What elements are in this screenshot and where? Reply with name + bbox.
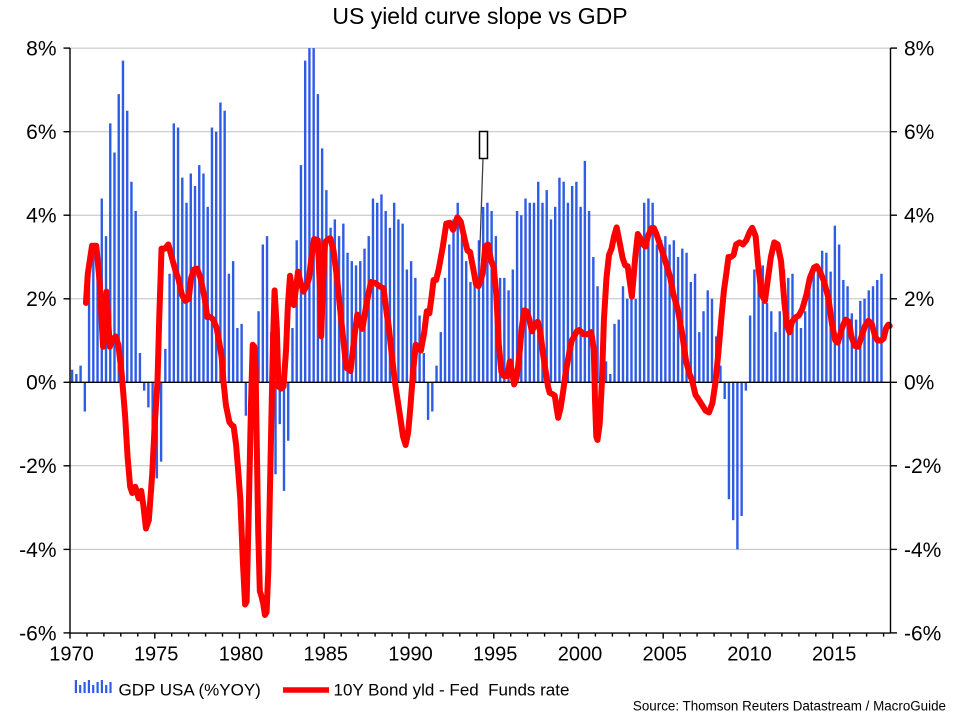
svg-text:0%: 0% xyxy=(904,372,934,395)
svg-text:1980: 1980 xyxy=(219,644,264,666)
svg-text:-6%: -6% xyxy=(19,622,56,645)
svg-text:2%: 2% xyxy=(904,288,934,311)
svg-text:1975: 1975 xyxy=(134,644,179,666)
svg-text:0%: 0% xyxy=(26,372,56,395)
svg-text:GDP USA (%YOY): GDP USA (%YOY) xyxy=(119,681,261,700)
svg-text:2000: 2000 xyxy=(558,644,603,666)
svg-text:4%: 4% xyxy=(26,205,56,228)
svg-text:-2%: -2% xyxy=(904,455,941,478)
svg-text:2005: 2005 xyxy=(643,644,688,666)
svg-text:1970: 1970 xyxy=(49,644,94,666)
svg-text:-2%: -2% xyxy=(19,455,56,478)
svg-text:-4%: -4% xyxy=(904,539,941,562)
svg-text:6%: 6% xyxy=(26,121,56,144)
svg-text:2015: 2015 xyxy=(812,644,857,666)
svg-text:4%: 4% xyxy=(904,205,934,228)
svg-text:1985: 1985 xyxy=(304,644,349,666)
svg-text:2%: 2% xyxy=(26,288,56,311)
svg-text:8%: 8% xyxy=(26,38,56,61)
svg-text:-6%: -6% xyxy=(904,622,941,645)
svg-text:2010: 2010 xyxy=(727,644,772,666)
svg-text:1990: 1990 xyxy=(388,644,433,666)
svg-text:-4%: -4% xyxy=(19,539,56,562)
svg-text:1995: 1995 xyxy=(473,644,518,666)
svg-text:Source: Thomson Reuters Datast: Source: Thomson Reuters Datastream / Mac… xyxy=(633,699,946,714)
svg-text:US yield curve slope vs GDP: US yield curve slope vs GDP xyxy=(332,3,627,29)
svg-text:10Y Bond yld - Fed Funds rate: 10Y Bond yld - Fed Funds rate xyxy=(334,681,570,700)
svg-text:8%: 8% xyxy=(904,38,934,61)
svg-text:6%: 6% xyxy=(904,121,934,144)
